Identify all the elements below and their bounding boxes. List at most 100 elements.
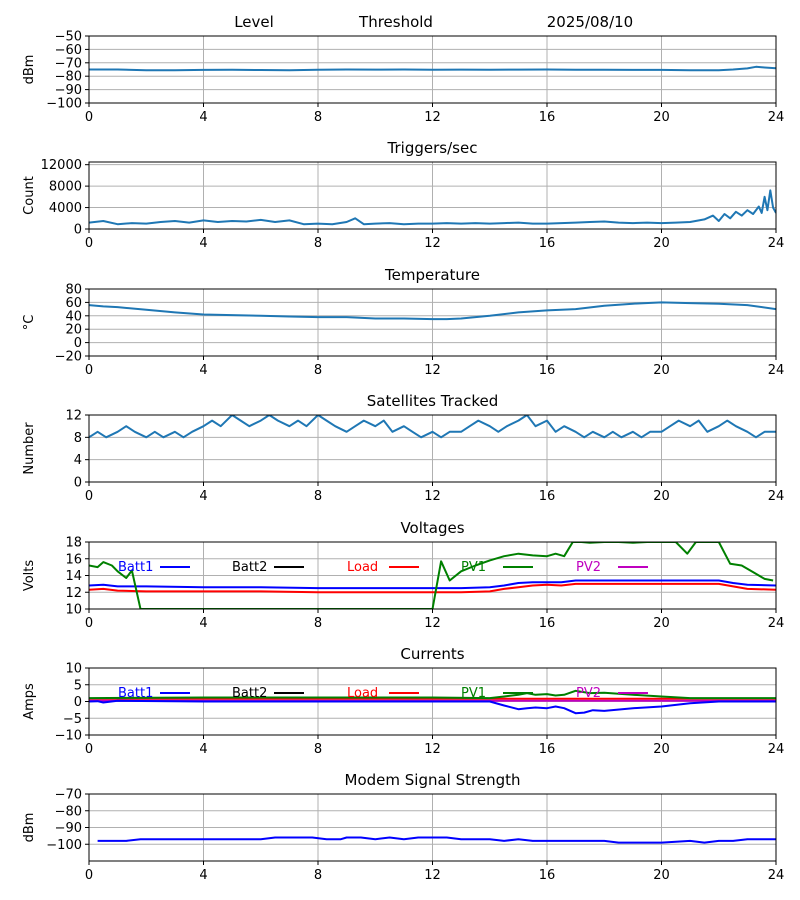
legend-label: Load [347,560,378,575]
chart-title: Currents [400,645,464,663]
series-group [89,189,776,226]
y-tick-label: 4 [74,453,82,468]
legend-label: PV1 [461,560,486,575]
x-tick-label: 4 [199,616,207,631]
header-date-label: 2025/08/10 [547,13,633,31]
x-tick-label: 24 [768,236,785,251]
legend-label: PV2 [576,686,601,701]
x-tick-label: 12 [424,236,441,251]
chart-title: Modem Signal Strength [345,771,521,789]
legend-label: Batt1 [118,560,153,575]
series-line-load [89,582,776,594]
y-tick-label: 18 [65,536,82,551]
x-tick-label: 12 [424,742,441,757]
x-tick-label: 16 [539,742,556,757]
legend-label: PV2 [576,560,601,575]
y-axis-label: Amps [22,683,37,720]
x-tick-label: 8 [314,616,322,631]
y-tick-label: 8 [74,431,82,446]
x-tick-label: 24 [768,489,785,504]
y-axis-label: Number [22,422,37,475]
y-tick-label: −80 [55,804,82,819]
series-line [89,301,776,321]
x-tick-label: 24 [768,363,785,378]
y-tick-label: −90 [55,83,82,98]
series-line [89,65,776,72]
x-tick-label: 4 [199,363,207,378]
series-line [89,415,776,439]
x-tick-label: 0 [85,236,93,251]
x-tick-label: 8 [314,236,322,251]
x-tick-label: 4 [199,742,207,757]
y-tick-label: −70 [55,788,82,803]
y-tick-label: 0 [74,476,82,491]
x-tick-label: 20 [653,489,670,504]
x-tick-label: 20 [653,868,670,883]
y-tick-label: 12000 [41,158,82,173]
x-tick-label: 4 [199,868,207,883]
y-tick-label: −80 [55,70,82,85]
x-tick-label: 0 [85,363,93,378]
x-tick-label: 24 [768,868,785,883]
series-line [89,189,776,226]
y-axis-label: °C [22,315,37,331]
y-tick-label: −20 [55,350,82,365]
x-tick-label: 12 [424,363,441,378]
y-tick-label: 8000 [49,180,82,195]
chart-title: Voltages [400,519,464,537]
x-tick-label: 24 [768,110,785,125]
x-tick-label: 20 [653,742,670,757]
x-tick-label: 20 [653,236,670,251]
x-tick-label: 24 [768,742,785,757]
y-tick-label: −10 [55,729,82,744]
x-tick-label: 12 [424,489,441,504]
x-tick-label: 12 [424,868,441,883]
y-tick-label: −50 [55,30,82,45]
x-tick-label: 0 [85,868,93,883]
header-level-label: Level [234,13,274,31]
series-line-pv1 [89,689,776,700]
y-tick-label: 0 [74,336,82,351]
y-tick-label: −60 [55,43,82,58]
y-axis-label: Count [22,176,37,215]
chart-title: Triggers/sec [387,139,478,157]
x-tick-label: 16 [539,616,556,631]
x-tick-label: 16 [539,489,556,504]
legend-label: Batt1 [118,686,153,701]
x-tick-label: 0 [85,742,93,757]
series-group [89,542,776,609]
x-tick-label: 8 [314,489,322,504]
y-tick-label: 12 [65,409,82,424]
y-axis-label: dBm [22,55,37,85]
y-tick-label: 5 [74,678,82,693]
x-tick-label: 4 [199,110,207,125]
series-group [97,836,776,844]
x-tick-label: 20 [653,616,670,631]
y-axis-label: Volts [22,560,37,592]
series-group [89,65,776,72]
y-tick-label: −5 [63,712,82,727]
y-tick-label: −100 [46,838,82,853]
x-tick-label: 4 [199,236,207,251]
legend-label: PV1 [461,686,486,701]
chart-title: Satellites Tracked [367,392,498,410]
series-group [89,301,776,321]
legend-label: Batt2 [232,560,267,575]
x-tick-label: 24 [768,616,785,631]
y-tick-label: 0 [74,223,82,238]
y-tick-label: 0 [74,695,82,710]
x-tick-label: 8 [314,110,322,125]
y-tick-label: 14 [65,569,82,584]
series-line-batt1 [89,579,776,590]
series-line-pv1 [89,542,774,609]
x-tick-label: 8 [314,363,322,378]
x-tick-label: 16 [539,110,556,125]
chart-triggers: 0 4 8 12 16 20 24 0 4000 8000 12000 Triggers/sec Cou… [22,139,784,251]
x-tick-label: 12 [424,616,441,631]
x-tick-label: 12 [424,110,441,125]
